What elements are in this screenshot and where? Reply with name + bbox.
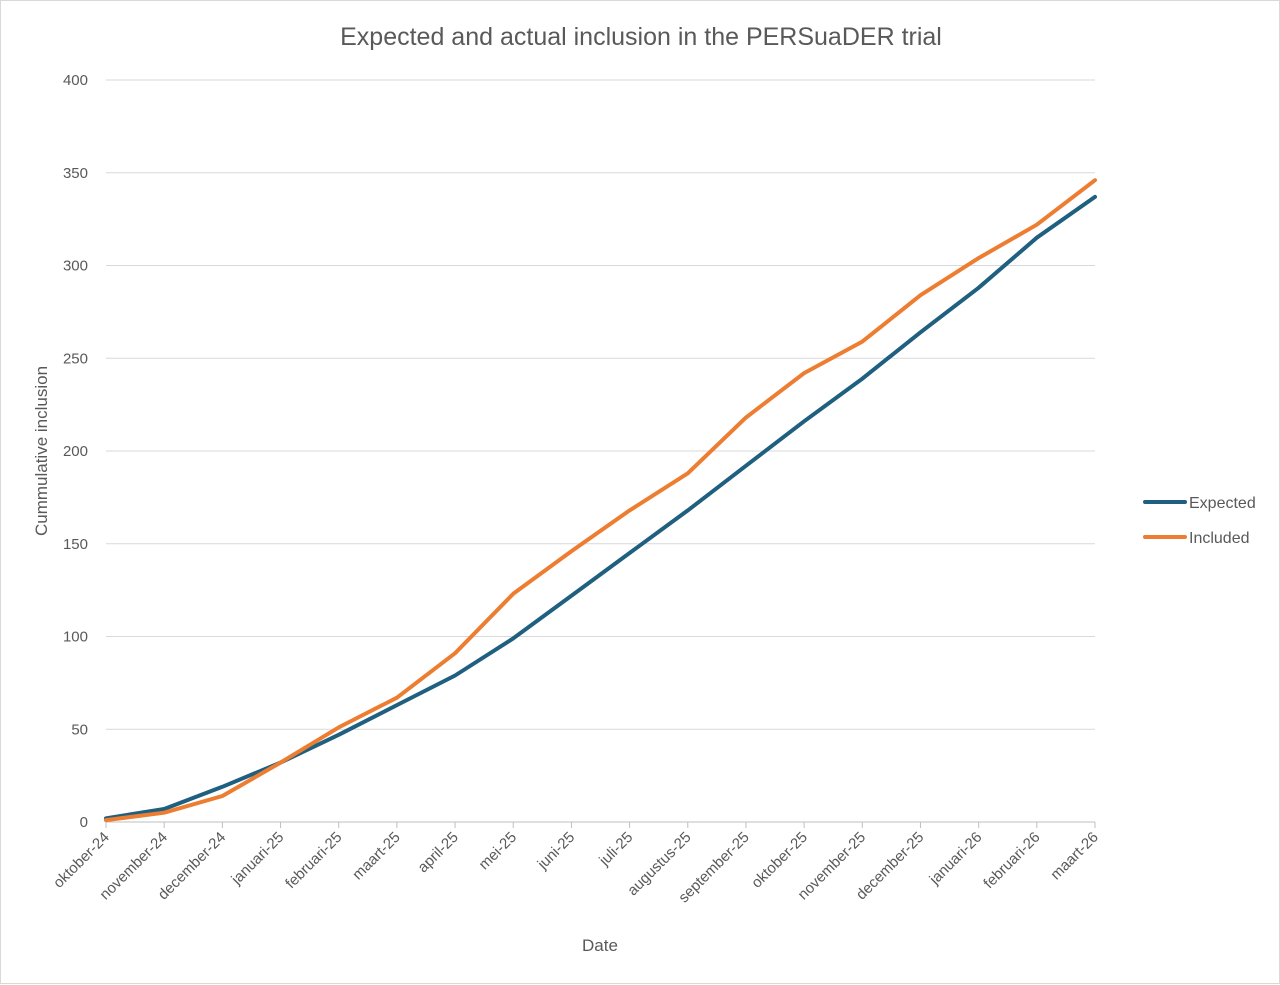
x-axis: oktober-24november-24december-24januari-… xyxy=(50,821,1102,906)
x-tick-label: juli-25 xyxy=(595,829,636,870)
data-point-expected xyxy=(918,330,922,334)
data-point-included xyxy=(104,818,108,822)
data-point-expected xyxy=(511,636,515,640)
data-point-included xyxy=(395,696,399,700)
y-axis-title: Cummulative inclusion xyxy=(32,366,51,536)
legend-label: Included xyxy=(1189,530,1250,547)
series-line-expected xyxy=(104,194,1097,821)
x-tick-label: maart-26 xyxy=(1047,829,1101,883)
series-lines xyxy=(104,178,1097,823)
data-point-included xyxy=(628,508,632,512)
data-point-included xyxy=(337,725,341,729)
data-point-included xyxy=(1093,178,1097,182)
data-point-expected xyxy=(977,286,981,290)
gridlines xyxy=(106,79,1095,730)
data-point-included xyxy=(686,471,690,475)
x-tick-label: maart-25 xyxy=(349,829,403,883)
data-point-expected xyxy=(220,785,224,789)
x-tick-label: oktober-24 xyxy=(50,829,113,892)
data-point-expected xyxy=(628,551,632,555)
data-point-included xyxy=(802,371,806,375)
x-axis-title: Date xyxy=(582,936,618,955)
y-tick-label: 250 xyxy=(63,350,88,367)
data-point-included xyxy=(453,651,457,655)
legend-label: Expected xyxy=(1189,495,1256,512)
data-point-included xyxy=(162,811,166,815)
legend-item-expected[interactable]: Expected xyxy=(1143,495,1256,512)
data-point-included xyxy=(918,293,922,297)
x-tick-label: mei-25 xyxy=(476,829,520,873)
x-tick-label: januari-25 xyxy=(227,829,287,889)
y-tick-label: 300 xyxy=(63,258,88,275)
y-tick-label: 150 xyxy=(63,536,88,553)
x-tick-label: februari-25 xyxy=(282,829,345,892)
y-tick-label: 100 xyxy=(63,629,88,646)
data-point-expected xyxy=(569,594,573,598)
data-point-expected xyxy=(1093,195,1097,199)
legend[interactable]: Expected Included xyxy=(1143,495,1256,547)
x-tick-label: oktober-25 xyxy=(748,829,811,892)
data-point-expected xyxy=(337,733,341,737)
data-point-included xyxy=(511,592,515,596)
y-tick-label: 200 xyxy=(63,443,88,460)
data-point-included xyxy=(569,549,573,553)
data-point-included xyxy=(977,256,981,260)
series-line-included xyxy=(104,178,1097,823)
data-point-included xyxy=(744,416,748,420)
x-tick-label: juni-25 xyxy=(534,829,579,874)
x-tick-label: april-25 xyxy=(414,829,461,876)
data-point-expected xyxy=(453,673,457,677)
data-point-expected xyxy=(1035,236,1039,240)
legend-item-included[interactable]: Included xyxy=(1143,530,1250,547)
data-point-included xyxy=(220,794,224,798)
x-tick-label: februari-26 xyxy=(980,829,1043,892)
data-point-expected xyxy=(802,419,806,423)
y-tick-label: 350 xyxy=(63,165,88,182)
data-point-included xyxy=(1035,223,1039,227)
data-point-expected xyxy=(860,377,864,381)
y-tick-label: 50 xyxy=(71,721,88,738)
data-point-expected xyxy=(686,508,690,512)
data-point-included xyxy=(279,761,283,765)
data-point-expected xyxy=(395,703,399,707)
data-point-expected xyxy=(744,464,748,468)
chart-title: Expected and actual inclusion in the PER… xyxy=(340,23,942,51)
y-axis-ticks: 0 50 100 150 200 250 300 350 400 xyxy=(63,72,88,831)
y-tick-label: 400 xyxy=(63,72,88,89)
y-tick-label: 0 xyxy=(80,814,88,831)
x-tick-label: januari-26 xyxy=(926,829,986,889)
data-point-included xyxy=(860,340,864,344)
